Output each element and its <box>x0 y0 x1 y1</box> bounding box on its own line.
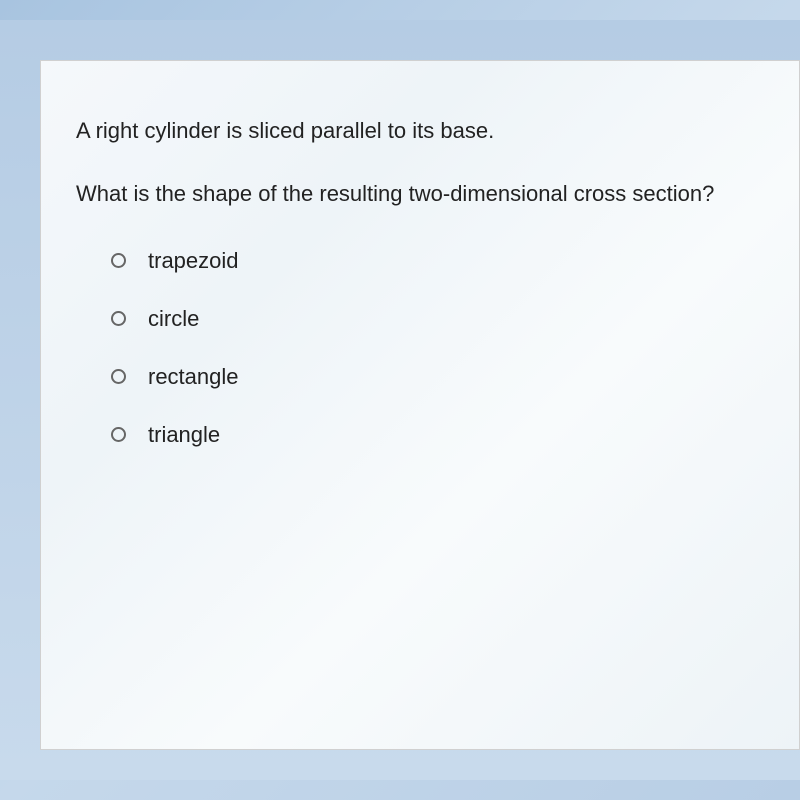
option-rectangle[interactable]: rectangle <box>111 364 754 390</box>
option-triangle[interactable]: triangle <box>111 422 754 448</box>
radio-icon[interactable] <box>111 311 126 326</box>
question-prompt: What is the shape of the resulting two-d… <box>76 179 754 210</box>
option-label: trapezoid <box>148 248 239 274</box>
option-circle[interactable]: circle <box>111 306 754 332</box>
option-trapezoid[interactable]: trapezoid <box>111 248 754 274</box>
option-label: triangle <box>148 422 220 448</box>
option-label: rectangle <box>148 364 239 390</box>
radio-icon[interactable] <box>111 369 126 384</box>
outer-frame: A right cylinder is sliced parallel to i… <box>0 20 800 780</box>
question-card: A right cylinder is sliced parallel to i… <box>40 60 800 750</box>
radio-icon[interactable] <box>111 253 126 268</box>
option-label: circle <box>148 306 199 332</box>
options-list: trapezoid circle rectangle triangle <box>76 248 754 448</box>
question-statement: A right cylinder is sliced parallel to i… <box>76 116 754 147</box>
radio-icon[interactable] <box>111 427 126 442</box>
